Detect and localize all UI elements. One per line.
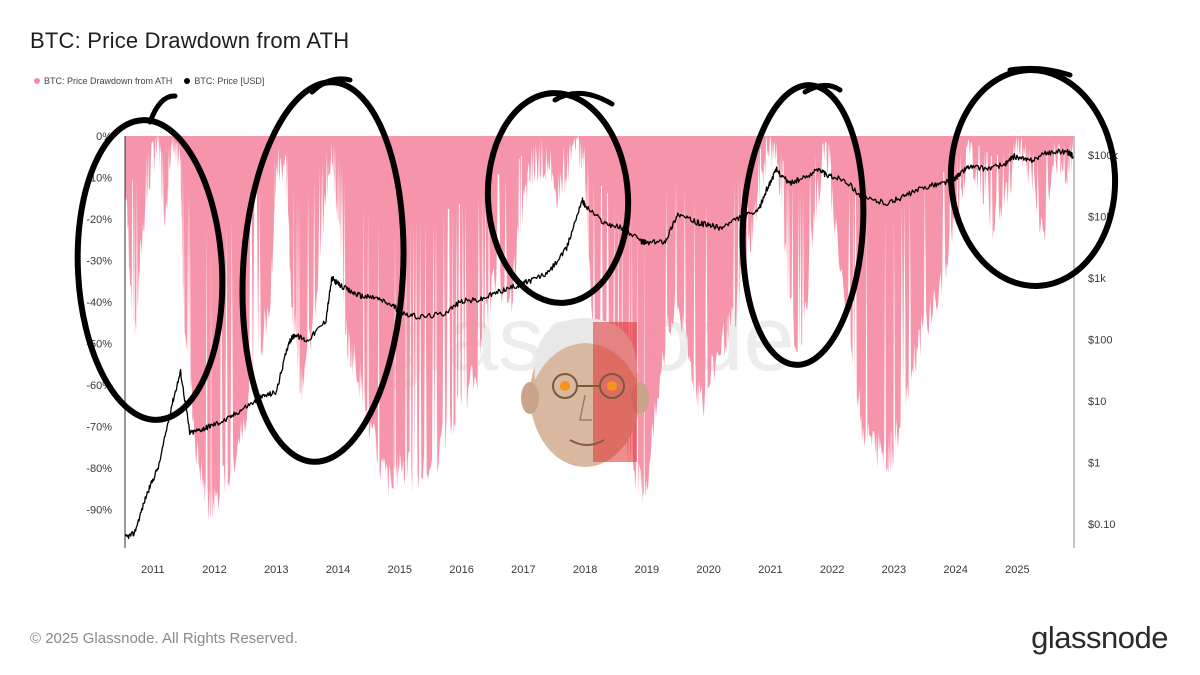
legend: BTC: Price Drawdown from ATH BTC: Price … [34, 76, 264, 86]
y-left-tick-label: -90% [86, 505, 112, 517]
annotation-stroke [802, 83, 843, 95]
annotation-stroke [309, 76, 353, 95]
legend-label-drawdown: BTC: Price Drawdown from ATH [44, 76, 173, 86]
x-tick-label: 2021 [758, 564, 782, 576]
drawdown-area [125, 136, 1073, 521]
annotation-stroke [552, 91, 615, 107]
y-right-tick-label: $100 [1088, 335, 1112, 347]
y-right-tick-label: $0.10 [1088, 519, 1116, 531]
annotation-stroke [147, 93, 178, 125]
face-mouth [569, 439, 605, 446]
y-right-tick-label: $10 [1088, 396, 1106, 408]
chart-title: BTC: Price Drawdown from ATH [30, 28, 350, 53]
annotation-stroke [1007, 65, 1073, 78]
meme-face-sticker [521, 318, 649, 467]
legend-swatch-drawdown [34, 78, 40, 84]
x-tick-label: 2018 [573, 564, 597, 576]
copyright-text: © 2025 Glassnode. All Rights Reserved. [30, 630, 298, 647]
drawdown-area-group [125, 136, 1073, 521]
legend-swatch-price [184, 78, 191, 84]
x-tick-label: 2024 [943, 564, 967, 576]
y-right-tick-label: $1 [1088, 458, 1100, 470]
y-left-tick-label: -40% [86, 297, 112, 309]
legend-label-price: BTC: Price [USD] [194, 76, 265, 86]
annotation-circle [739, 82, 867, 368]
y-left-tick-label: -70% [86, 422, 112, 434]
y-left-tick-label: -80% [86, 463, 112, 475]
bitcoin-eye-right-icon [607, 381, 617, 391]
price-line [124, 148, 1074, 540]
x-tick-label: 2011 [141, 564, 165, 576]
bitcoin-eye-left-icon [560, 381, 570, 391]
legend-item-price[interactable]: BTC: Price [USD] [184, 76, 264, 86]
face-red-glow [593, 322, 637, 462]
x-tick-label: 2012 [202, 564, 226, 576]
annotation-circle [947, 67, 1119, 289]
x-tick-label: 2023 [882, 564, 906, 576]
x-tick-label: 2020 [696, 564, 720, 576]
y-left-tick-label: -30% [86, 256, 112, 268]
y-right-tick-label: $1k [1088, 273, 1106, 285]
annotation-circle [74, 117, 226, 423]
x-tick-label: 2016 [449, 564, 473, 576]
face-ear-left [521, 382, 539, 414]
x-tick-label: 2014 [326, 564, 350, 576]
hand-drawn-circles [74, 65, 1119, 465]
annotation-circle [484, 90, 632, 306]
x-tick-label: 2013 [264, 564, 288, 576]
legend-item-drawdown[interactable]: BTC: Price Drawdown from ATH [34, 76, 172, 86]
x-tick-label: 2017 [511, 564, 535, 576]
price-line-group [124, 148, 1074, 540]
x-tick-label: 2022 [820, 564, 844, 576]
x-tick-label: 2015 [388, 564, 412, 576]
x-tick-label: 2019 [635, 564, 659, 576]
y-left-tick-label: -20% [86, 214, 112, 226]
glassnode-logo[interactable]: glassnode [1031, 620, 1168, 655]
x-tick-label: 2025 [1005, 564, 1029, 576]
face-nose [579, 394, 592, 421]
